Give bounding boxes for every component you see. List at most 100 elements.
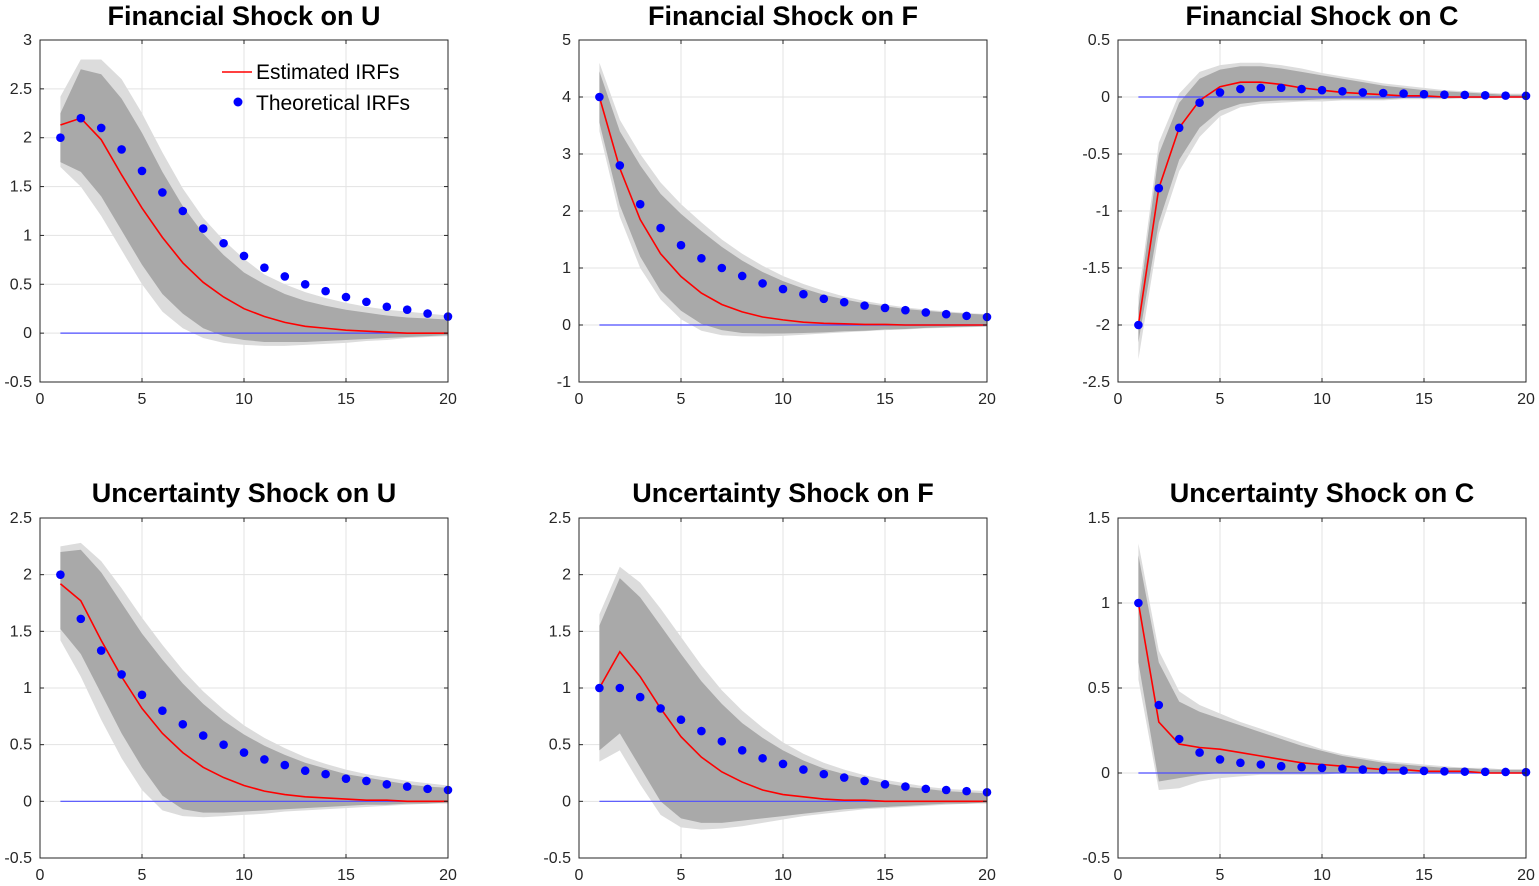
theoretical-irf-point [1338,87,1347,96]
legend-theoretical-swatch [233,97,243,107]
theoretical-irf-point [615,161,625,170]
y-tick-label: 1 [562,680,571,697]
confidence-band-inner [599,578,987,823]
y-tick-label: 3 [562,146,571,163]
theoretical-irf-point [1195,748,1204,757]
theoretical-irf-point [615,683,625,693]
theoretical-irf-point [737,271,747,281]
x-tick-label: 20 [1517,867,1535,884]
y-tick-label: 0 [562,317,571,334]
theoretical-irf-point [941,309,951,319]
y-tick-label: 1.5 [10,623,32,640]
theoretical-irf-point [423,784,432,794]
confidence-band-inner [60,69,449,342]
theoretical-irf-point [260,755,269,764]
theoretical-irf-point [341,774,351,783]
theoretical-irf-point [1338,764,1347,774]
theoretical-irf-point [96,646,106,655]
theoretical-irf-point [1440,767,1449,776]
y-tick-label: 1.5 [1088,510,1110,527]
theoretical-irf-point [717,736,727,746]
theoretical-irf-point [697,254,706,263]
theoretical-irf-point [76,614,86,624]
y-tick-label: -2 [1096,317,1110,334]
x-tick-label: 0 [575,867,584,884]
theoretical-irf-point [635,692,645,702]
x-tick-label: 15 [1415,391,1433,408]
theoretical-irf-point [962,786,971,796]
theoretical-irf-point [676,715,686,725]
x-tick-label: 5 [138,867,147,884]
theoretical-irf-point [56,570,65,579]
theoretical-irf-point [300,279,310,289]
theoretical-irf-point [676,240,686,250]
y-tick-label: 0 [1101,89,1110,106]
theoretical-irf-point [1256,83,1266,93]
y-tick-label: -1 [557,374,571,391]
theoretical-irf-point [595,92,604,102]
x-tick-label: 0 [575,391,584,408]
theoretical-irf-point [260,263,269,272]
theoretical-irf-point [860,776,869,786]
y-tick-label: 1.5 [10,179,32,196]
x-tick-label: 5 [677,391,686,408]
theoretical-irf-point [1276,761,1286,771]
x-tick-label: 20 [439,867,457,884]
theoretical-irf-point [635,199,645,209]
theoretical-irf-point [839,773,849,782]
legend-theoretical-label: Theoretical IRFs [256,92,410,115]
theoretical-irf-point [1297,762,1306,772]
theoretical-irf-point [1460,767,1470,776]
theoretical-irf-point [137,166,147,176]
theoretical-irf-point [1154,700,1164,710]
panel-title-financial-c: Financial Shock on C [1185,1,1458,31]
theoretical-irf-point [239,251,249,261]
y-tick-label: 2.5 [10,81,32,98]
theoretical-irf-point [1419,766,1429,776]
y-tick-label: 0 [562,793,571,810]
theoretical-irf-point [76,113,86,123]
x-tick-label: 15 [337,391,355,408]
y-tick-label: 0 [23,793,32,810]
y-tick-label: 1 [23,227,32,244]
estimated-irf-line [60,117,448,334]
theoretical-irf-point [717,263,727,273]
x-tick-label: 20 [978,391,996,408]
x-tick-label: 15 [876,867,894,884]
theoretical-irf-point [860,301,869,310]
y-tick-label: -0.5 [1082,850,1110,867]
panel-uncertainty-u: 0 5 10 15 202.521.510.50-0.5 [4,510,457,884]
theoretical-irf-point [1358,765,1368,774]
theoretical-irf-point [819,769,829,779]
x-tick-label: 10 [235,391,253,408]
legend-estimated-label: Estimated IRFs [256,61,400,84]
theoretical-irf-point [839,297,849,307]
x-tick-label: 10 [774,391,792,408]
theoretical-irf-point [219,740,228,749]
panel-title-financial-f: Financial Shock on F [648,1,918,31]
x-tick-label: 5 [1216,867,1225,884]
y-tick-label: 0.5 [1088,32,1110,49]
y-tick-label: 2 [23,130,32,147]
x-tick-label: 5 [1216,391,1225,408]
theoretical-irf-point [423,309,432,318]
theoretical-irf-point [239,748,249,757]
theoretical-irf-point [1134,598,1143,608]
theoretical-irf-point [1419,89,1429,99]
y-tick-label: 3 [23,32,32,49]
x-tick-label: 0 [36,867,45,884]
y-tick-label: 2 [562,567,571,584]
theoretical-irf-point [117,145,126,154]
theoretical-irf-point [1174,123,1184,133]
theoretical-irf-point [1134,320,1143,330]
estimated-irf-line [598,650,987,803]
x-tick-label: 5 [138,391,147,408]
theoretical-irf-point [941,785,951,795]
panel-title-uncertainty-f: Uncertainty Shock on F [632,478,934,508]
y-tick-label: -1 [1096,203,1110,220]
theoretical-irf-point [758,279,767,288]
y-tick-label: -0.5 [4,374,32,391]
